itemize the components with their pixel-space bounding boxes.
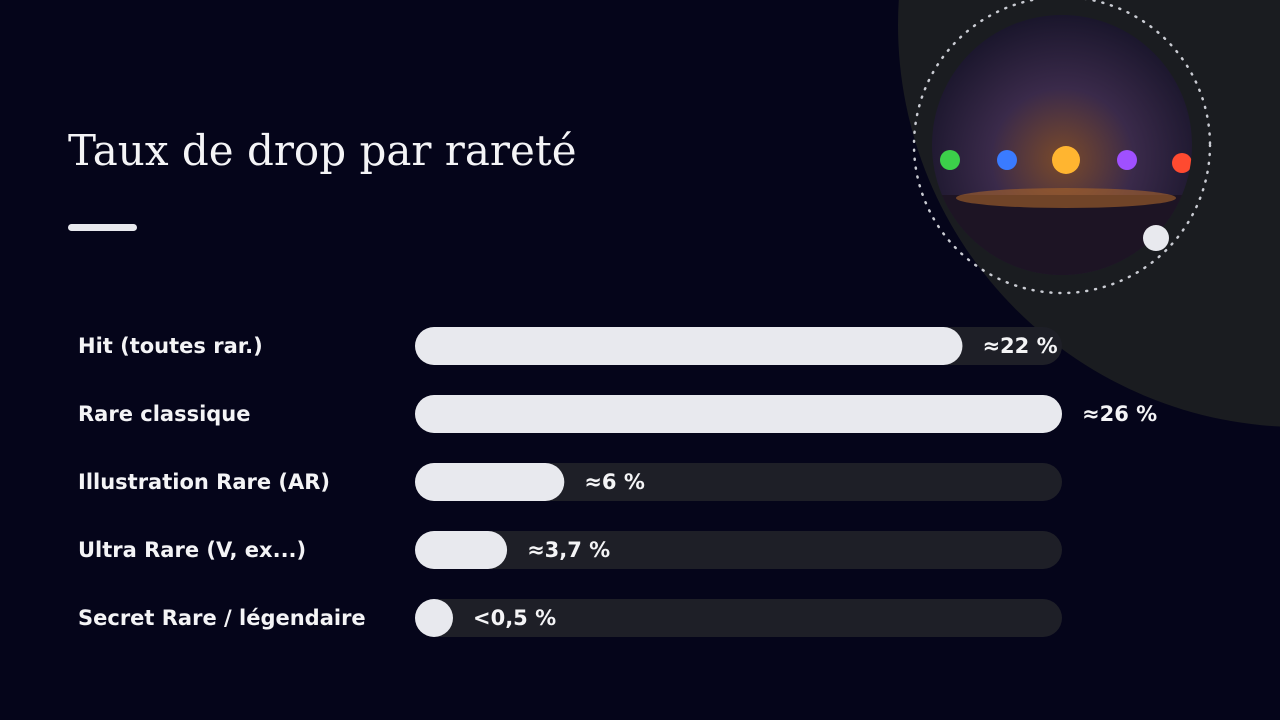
category-label: Hit (toutes rar.) [78, 334, 263, 358]
category-label: Illustration Rare (AR) [78, 470, 330, 494]
bar [415, 463, 565, 501]
bar-track [415, 599, 1062, 637]
value-label: ≈22 % [982, 334, 1057, 358]
chart-title: Taux de drop par rareté [68, 126, 577, 175]
value-label: ≈3,7 % [527, 538, 610, 562]
value-label: <0,5 % [473, 606, 556, 630]
value-label: ≈26 % [1082, 402, 1157, 426]
category-label: Ultra Rare (V, ex...) [78, 538, 306, 562]
title-underline [68, 224, 137, 231]
value-label: ≈6 % [584, 470, 645, 494]
dotted-ring [912, 0, 1212, 295]
bar [415, 531, 508, 569]
bar [415, 327, 963, 365]
bar [415, 395, 1062, 433]
bar-track [415, 531, 1062, 569]
bar-track [415, 463, 1062, 501]
bar [415, 599, 453, 637]
category-label: Rare classique [78, 402, 251, 426]
decor-dot [1143, 225, 1169, 251]
category-label: Secret Rare / légendaire [78, 606, 366, 630]
